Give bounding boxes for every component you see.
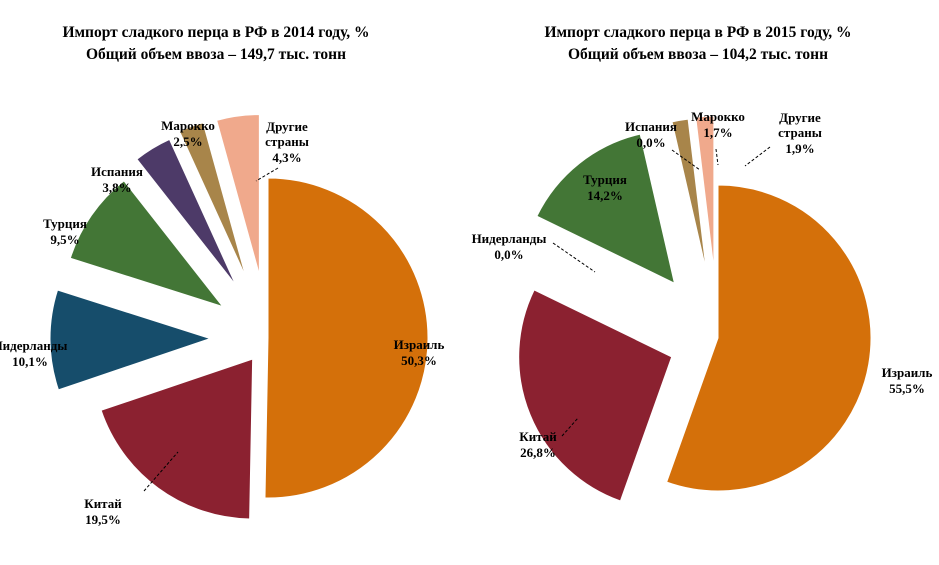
slice-leader-line xyxy=(255,167,279,182)
slice-label-value: 1,7% xyxy=(703,125,732,140)
slice-label: Турция 9,5% xyxy=(43,216,87,247)
slice-label: Турция 14,2% xyxy=(583,172,627,203)
pie-slice xyxy=(49,289,212,391)
slice-leader-line xyxy=(715,148,719,166)
slice-label-value: 55,5% xyxy=(889,381,925,396)
pie-slice xyxy=(666,184,872,492)
pie-slice xyxy=(264,177,429,499)
slice-label-value: 3,8% xyxy=(102,180,131,195)
slice-label-name: Китай xyxy=(519,429,557,444)
slice-label: Марокко 1,7% xyxy=(691,109,745,140)
slice-label-name: Турция xyxy=(583,172,627,187)
slice-label-name: Турция xyxy=(43,216,87,231)
slice-label-name: Испания xyxy=(625,119,677,134)
slice-label: Другие страны 4,3% xyxy=(265,119,309,165)
slice-label-name: Другие xyxy=(779,110,821,125)
pie-slice xyxy=(518,289,673,502)
slice-label: Израиль 55,5% xyxy=(882,365,933,396)
slice-label: Испания 0,0% xyxy=(625,119,677,150)
slice-label: Испания 3,8% xyxy=(91,164,143,195)
slice-label: Другие страны 1,9% xyxy=(778,110,822,156)
slice-label: Нидерланды 10,1% xyxy=(0,338,67,369)
slice-label-value: 19,5% xyxy=(85,512,121,527)
slice-label-value: 26,8% xyxy=(520,445,556,460)
slice-leader-line xyxy=(671,149,701,171)
pie-slice xyxy=(69,180,225,308)
pie-slice xyxy=(695,115,715,270)
chart-title-text: Импорт сладкого перца в РФ в 2015 году, … xyxy=(544,24,852,41)
slice-leader-line xyxy=(552,242,596,273)
pie-slice xyxy=(536,133,676,285)
chart-title-2015: Импорт сладкого перца в РФ в 2015 году, … xyxy=(468,22,928,66)
slice-label-value: 1,9% xyxy=(785,141,814,156)
slice-label-value: 2,5% xyxy=(173,134,202,149)
slice-label-name: Китай xyxy=(84,496,122,511)
chart-subtitle-text: Общий объем ввоза – 104,2 тыс. тонн xyxy=(567,46,829,63)
slice-label-name: Испания xyxy=(91,164,143,179)
slice-label-name: страны xyxy=(778,125,822,140)
pie-chart-1: Израиль 55,5%Китай 26,8%Нидерланды 0,0%Турц… xyxy=(472,109,933,502)
slice-label-name: Нидерланды xyxy=(0,338,67,353)
slice-label: Нидерланды 0,0% xyxy=(472,231,547,262)
slice-label-value: 0,0% xyxy=(636,135,665,150)
chart-title-2014: Импорт сладкого перца в РФ в 2014 году, … xyxy=(0,22,446,66)
slice-label-value: 50,3% xyxy=(401,353,437,368)
slice-label-value: 0,0% xyxy=(494,247,523,262)
slice-label: Китай 26,8% xyxy=(519,429,557,460)
slice-label-name: Израиль xyxy=(882,365,933,380)
pie-slice xyxy=(178,122,247,278)
slice-label: Израиль 50,3% xyxy=(394,337,445,368)
slice-label-name: Марокко xyxy=(161,118,215,133)
slice-label-value: 14,2% xyxy=(587,188,623,203)
slice-label-name: страны xyxy=(265,134,309,149)
slice-label: Китай 19,5% xyxy=(84,496,122,527)
pie-slice xyxy=(671,118,707,272)
chart-title-text: Импорт сладкого перца в РФ в 2014 году, … xyxy=(62,24,370,41)
slice-label-name: Другие xyxy=(266,119,308,134)
chart-subtitle-text: Общий объем ввоза – 149,7 тыс. тонн xyxy=(85,46,347,63)
slice-leader-line xyxy=(561,417,579,437)
pie-chart-0: Израиль 50,3% Китай 19,5% Нидерланды 10,1% Тур… xyxy=(0,114,445,527)
slice-label-name: Нидерланды xyxy=(472,231,547,246)
slice-label-value: 4,3% xyxy=(272,150,301,165)
slice-label-value: 10,1% xyxy=(12,354,48,369)
slice-label: Марокко 2,5% xyxy=(161,118,215,149)
slice-leader-line xyxy=(143,451,179,492)
slice-label-value: 9,5% xyxy=(50,232,79,247)
pie-slice xyxy=(216,114,260,275)
slice-label-name: Марокко xyxy=(691,109,745,124)
pie-slice xyxy=(136,138,237,286)
pie-slice xyxy=(100,358,254,520)
slice-label-name: Израиль xyxy=(394,337,445,352)
slice-leader-line xyxy=(744,146,771,167)
